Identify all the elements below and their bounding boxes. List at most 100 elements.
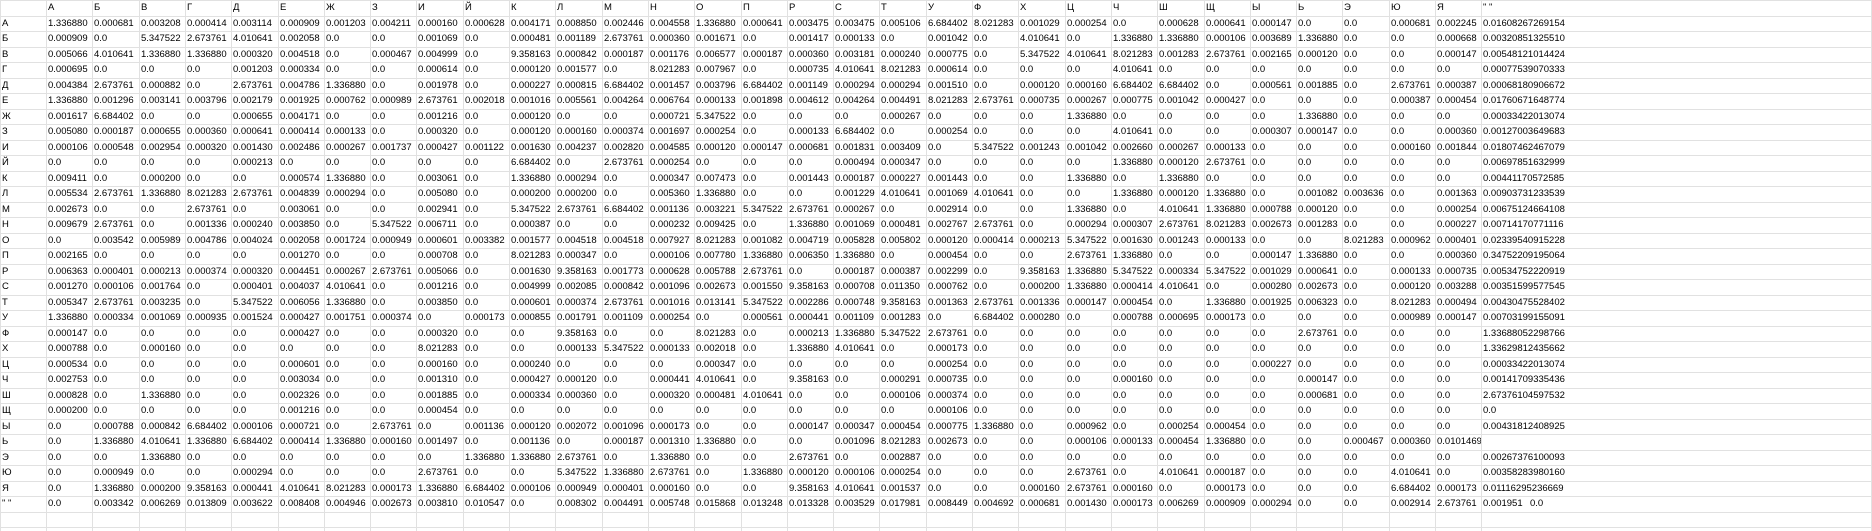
table-cell[interactable]: 0.0 bbox=[1067, 33, 1081, 44]
table-cell[interactable]: 0.011350 bbox=[881, 281, 920, 292]
table-cell[interactable]: 0.0 bbox=[1344, 95, 1358, 106]
table-cell[interactable]: 0.0 bbox=[1437, 390, 1451, 401]
table-cell[interactable]: 2.673761 bbox=[1067, 467, 1107, 478]
table-cell[interactable]: 0.0 bbox=[465, 390, 479, 401]
row-label-cell[interactable]: " " bbox=[2, 498, 12, 509]
table-cell[interactable]: 0.001773 bbox=[604, 266, 644, 277]
table-cell[interactable]: 1.336880 bbox=[974, 421, 1014, 432]
table-cell[interactable]: 0.010547 bbox=[465, 498, 505, 509]
table-cell[interactable]: 0.000454 bbox=[1206, 421, 1246, 432]
table-cell[interactable]: 0.0 bbox=[974, 173, 988, 184]
table-cell[interactable]: 0.0 bbox=[1391, 219, 1405, 230]
table-cell[interactable]: 0.000187 bbox=[94, 126, 134, 137]
row-label-cell[interactable]: Ю bbox=[2, 467, 12, 478]
table-cell[interactable]: 0.0 bbox=[1067, 312, 1081, 323]
table-cell[interactable]: 0.000120 bbox=[511, 111, 551, 122]
table-cell[interactable]: 0.0 bbox=[372, 33, 386, 44]
table-cell[interactable]: 0.0 bbox=[1437, 374, 1451, 385]
table-cell[interactable]: 0.0 bbox=[372, 405, 386, 416]
table-cell[interactable]: 0.00033422013074 bbox=[1483, 111, 1565, 122]
table-cell[interactable]: 0.0 bbox=[1344, 281, 1358, 292]
table-cell[interactable]: 5.347522 bbox=[233, 297, 273, 308]
table-cell[interactable]: 5.347522 bbox=[1113, 266, 1153, 277]
table-cell[interactable]: 0.001216 bbox=[280, 405, 320, 416]
column-header-cell[interactable]: Ш bbox=[1159, 2, 1168, 13]
table-cell[interactable]: 0.000267 bbox=[1159, 142, 1199, 153]
table-cell[interactable]: 0.0 bbox=[48, 235, 62, 246]
table-cell[interactable]: 0.000427 bbox=[511, 374, 551, 385]
table-cell[interactable]: 0.0 bbox=[974, 64, 988, 75]
table-cell[interactable]: 4.010641 bbox=[835, 343, 875, 354]
table-cell[interactable]: 2.673761 bbox=[233, 80, 273, 91]
table-cell[interactable]: 0.0 bbox=[326, 157, 340, 168]
table-cell[interactable]: 0.0 bbox=[1159, 250, 1173, 261]
table-cell[interactable]: 0.0 bbox=[1391, 405, 1405, 416]
table-cell[interactable]: 0.001550 bbox=[743, 281, 783, 292]
table-cell[interactable]: 0.000775 bbox=[928, 49, 968, 60]
table-cell[interactable]: 0.0 bbox=[835, 452, 849, 463]
table-cell[interactable]: 0.0 bbox=[974, 126, 988, 137]
table-cell[interactable]: 0.0 bbox=[233, 204, 247, 215]
table-cell[interactable]: 0.001216 bbox=[418, 281, 458, 292]
table-cell[interactable]: 0.001430 bbox=[233, 142, 273, 153]
table-cell[interactable]: 0.0 bbox=[187, 405, 201, 416]
column-header-cell[interactable]: Й bbox=[465, 2, 472, 13]
table-cell[interactable]: 0.000147 bbox=[1067, 297, 1107, 308]
table-cell[interactable]: 0.000708 bbox=[835, 281, 875, 292]
table-cell[interactable]: 0.00430475528402 bbox=[1483, 297, 1565, 308]
table-cell[interactable]: 0.001042 bbox=[928, 33, 968, 44]
table-cell[interactable]: 0.0 bbox=[604, 374, 618, 385]
table-cell[interactable]: 0.0 bbox=[372, 188, 386, 199]
column-header-cell[interactable]: П bbox=[743, 2, 750, 13]
table-cell[interactable]: 1.336880 bbox=[1113, 157, 1153, 168]
table-cell[interactable]: 0.0 bbox=[1298, 421, 1312, 432]
table-cell[interactable]: 0.0 bbox=[233, 250, 247, 261]
row-label-cell[interactable]: Н bbox=[2, 219, 9, 230]
table-cell[interactable]: 0.0 bbox=[372, 126, 386, 137]
row-label-cell[interactable]: Е bbox=[2, 95, 9, 106]
row-label-cell[interactable]: Р bbox=[2, 266, 9, 277]
table-cell[interactable]: 0.003810 bbox=[418, 498, 458, 509]
table-cell[interactable]: 0.003034 bbox=[280, 374, 320, 385]
table-cell[interactable]: 0.000147 bbox=[1298, 374, 1338, 385]
table-cell[interactable]: 0.0 bbox=[48, 157, 62, 168]
table-cell[interactable]: 0.0 bbox=[1067, 390, 1081, 401]
table-cell[interactable]: 0.000200 bbox=[511, 188, 551, 199]
column-header-cell[interactable]: А bbox=[48, 2, 55, 13]
table-cell[interactable]: 0.000989 bbox=[372, 95, 412, 106]
table-cell[interactable]: 0.005748 bbox=[650, 498, 690, 509]
table-cell[interactable]: 0.0 bbox=[372, 467, 386, 478]
table-cell[interactable]: 0.0 bbox=[1159, 343, 1173, 354]
table-cell[interactable]: 0.0 bbox=[1020, 173, 1034, 184]
table-cell[interactable]: 0.0 bbox=[974, 281, 988, 292]
table-cell[interactable]: 0.0 bbox=[1344, 33, 1358, 44]
table-cell[interactable]: 0.000160 bbox=[141, 343, 181, 354]
table-cell[interactable]: 0.0 bbox=[743, 421, 757, 432]
table-cell[interactable]: 0.0 bbox=[928, 452, 942, 463]
table-cell[interactable]: 0.0 bbox=[743, 343, 757, 354]
table-cell[interactable]: 0.001978 bbox=[418, 80, 458, 91]
table-cell[interactable]: 0.0 bbox=[1206, 173, 1220, 184]
table-cell[interactable]: 0.005080 bbox=[48, 126, 88, 137]
table-cell[interactable]: 0.005080 bbox=[418, 188, 458, 199]
table-cell[interactable]: 0.004558 bbox=[650, 18, 690, 29]
table-cell[interactable]: 0.004999 bbox=[511, 281, 551, 292]
table-cell[interactable]: 0.00675124664108 bbox=[1483, 204, 1565, 215]
table-cell[interactable]: 0.000334 bbox=[511, 390, 551, 401]
table-cell[interactable]: 0.0 bbox=[1113, 111, 1127, 122]
table-cell[interactable]: 0.0 bbox=[94, 343, 108, 354]
table-cell[interactable]: 0.000120 bbox=[1298, 204, 1338, 215]
table-cell[interactable]: 0.0 bbox=[280, 157, 294, 168]
table-cell[interactable]: 0.000454 bbox=[881, 421, 921, 432]
row-label-cell[interactable]: Х bbox=[2, 343, 9, 354]
table-cell[interactable]: 0.007927 bbox=[650, 235, 690, 246]
table-cell[interactable]: 0.000120 bbox=[789, 467, 829, 478]
table-cell[interactable]: 0.003636 bbox=[1344, 188, 1384, 199]
row-label-cell[interactable]: П bbox=[2, 250, 9, 261]
table-cell[interactable]: 0.004211 bbox=[372, 18, 411, 29]
table-cell[interactable]: 0.000160 bbox=[418, 359, 458, 370]
table-cell[interactable]: 1.336880 bbox=[1298, 250, 1338, 261]
table-cell[interactable]: 0.001310 bbox=[418, 374, 458, 385]
table-cell[interactable]: 1.336880 bbox=[743, 467, 783, 478]
table-cell[interactable]: 0.002085 bbox=[557, 281, 597, 292]
